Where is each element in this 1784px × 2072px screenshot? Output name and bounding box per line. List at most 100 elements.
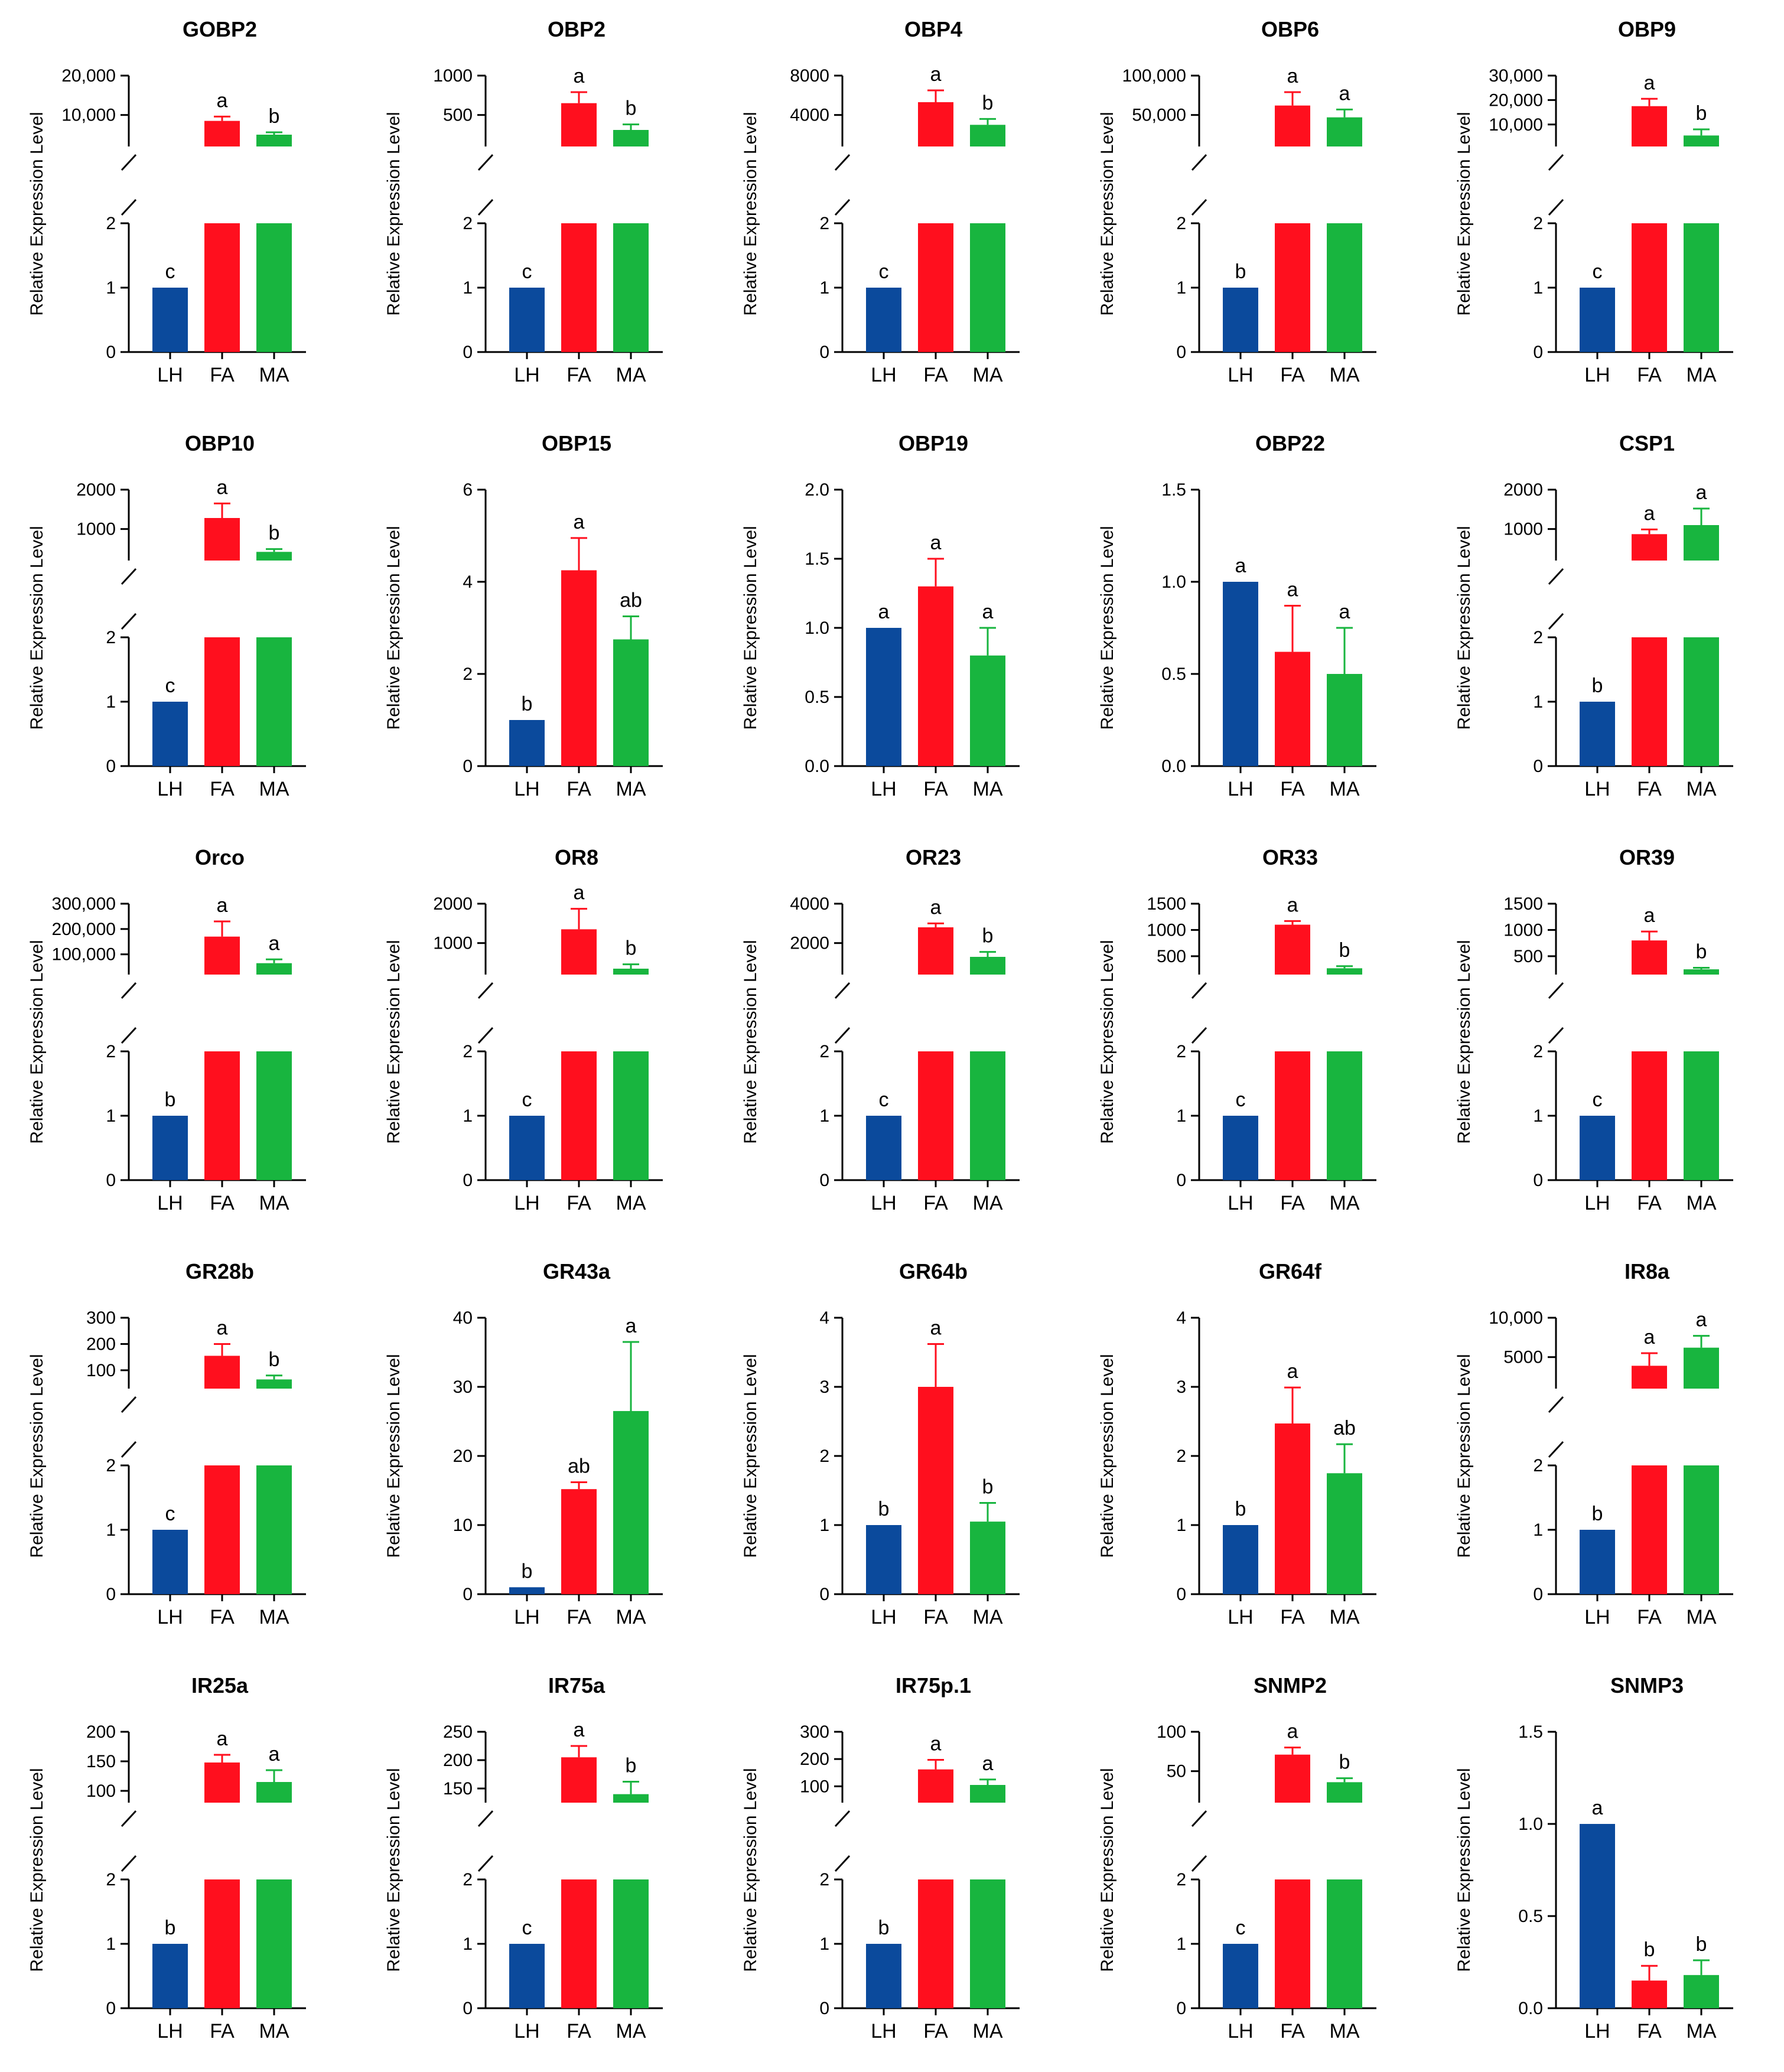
bar-upper-segment (561, 103, 597, 146)
x-tick-label: LH (1228, 364, 1253, 386)
x-tick-label: MA (1330, 364, 1360, 386)
significance-letter: b (1696, 1933, 1707, 1956)
y-tick-label: 100 (1157, 1722, 1186, 1742)
significance-letter: b (626, 1754, 637, 1777)
x-tick-label: FA (567, 2020, 591, 2042)
bar-fa: a (561, 511, 597, 766)
axis-break-mark (1191, 154, 1207, 171)
significance-letter: b (1235, 260, 1246, 283)
bar-upper-segment (1684, 135, 1719, 146)
x-tick-label: FA (210, 1192, 235, 1214)
chart-svg: CSP1 Relative Expression Level 0 1 2 1000 2000… (1454, 431, 1733, 800)
significance-letter: c (1593, 260, 1603, 283)
significance-letter: b (1696, 940, 1707, 963)
y-tick-label: 0 (1176, 1585, 1186, 1604)
bar-lh: c (866, 260, 901, 352)
bar-lower-segment (613, 1051, 649, 1180)
axis-break-mark (1191, 1027, 1207, 1044)
significance-letter: b (982, 1476, 994, 1498)
significance-letter: b (878, 1498, 890, 1520)
significance-letter: c (165, 260, 175, 283)
bar-upper-segment (1632, 106, 1667, 146)
chart-panel-obp15: OBP15 Relative Expression Level 0 2 4 6 b LH a FA… (357, 414, 714, 828)
bar (1580, 1116, 1615, 1180)
axis-break-mark (121, 1396, 137, 1413)
bar-ma: a (1684, 1309, 1719, 1594)
axis-break-mark (834, 982, 851, 999)
y-tick-label: 100,000 (1122, 66, 1186, 86)
significance-letter: a (878, 601, 890, 623)
significance-letter: c (879, 1089, 889, 1111)
x-tick-label: LH (514, 2020, 539, 2042)
chart-svg: OBP4 Relative Expression Level 0 1 2 4000 8000… (741, 17, 1020, 386)
bar-lower-segment (970, 223, 1005, 352)
y-axis-label: Relative Expression Level (1454, 112, 1474, 315)
chart-svg: SNMP3 Relative Expression Level 0.0 0.5 1.0 1… (1454, 1673, 1733, 2042)
x-tick-label: MA (616, 778, 646, 800)
chart-panel-obp2: OBP2 Relative Expression Level 0 1 2 500 1000 c… (357, 0, 714, 414)
y-tick-label: 1.0 (1161, 572, 1186, 592)
bar (1223, 1944, 1258, 2008)
y-tick-label: 1 (106, 1520, 116, 1540)
chart-title: OBP4 (904, 17, 962, 41)
bar-lh: a (866, 601, 901, 766)
y-axis: 0 1 2 10,000 20,000 (61, 66, 137, 362)
y-axis: 0 1 2 500 1000 (433, 66, 494, 362)
chart-title: GR43a (543, 1259, 611, 1283)
y-tick-label: 30,000 (1489, 66, 1543, 86)
x-tick-label: MA (973, 2020, 1003, 2042)
chart-panel-ir75a: IR75a Relative Expression Level 0 1 2 150 200 2… (357, 1656, 714, 2070)
y-axis: 0 1 2 100,000 200,000 300,000 (52, 894, 137, 1190)
bar-lower-segment (918, 1051, 953, 1180)
axis-break-mark (1548, 1027, 1564, 1044)
bar (152, 1530, 188, 1594)
y-tick-label: 2 (1533, 214, 1543, 233)
bar-lh: b (1223, 1498, 1258, 1594)
bar-lower-segment (1632, 223, 1667, 352)
y-axis-label: Relative Expression Level (1098, 1768, 1117, 1972)
chart-panel-obp4: OBP4 Relative Expression Level 0 1 2 4000 8000… (714, 0, 1070, 414)
bar-ma: b (1684, 102, 1719, 352)
bar-upper-segment (561, 1757, 597, 1803)
bar-fa: a (1275, 1721, 1310, 2008)
y-axis: 0 1 2 50,000 100,000 (1122, 66, 1207, 362)
bar-fa: a (204, 476, 240, 766)
significance-letter: b (626, 937, 637, 960)
y-tick-label: 4000 (790, 894, 829, 914)
chart-panel-or23: OR23 Relative Expression Level 0 1 2 2000 4000… (714, 828, 1070, 1242)
y-axis-label: Relative Expression Level (1098, 526, 1117, 729)
bar-ma: b (613, 1754, 649, 2008)
x-tick-label: FA (1280, 364, 1305, 386)
significance-letter: a (1287, 894, 1298, 916)
y-tick-label: 4 (1176, 1308, 1186, 1328)
bar-lower-segment (561, 1051, 597, 1180)
y-tick-label: 2 (819, 1870, 829, 1889)
y-axis-label: Relative Expression Level (1454, 940, 1474, 1143)
y-tick-label: 250 (443, 1722, 473, 1742)
significance-letter: a (1235, 555, 1246, 577)
significance-letter: a (1644, 904, 1655, 927)
bar-ma: b (613, 97, 649, 352)
y-tick-label: 2 (1176, 214, 1186, 233)
y-tick-label: 2.0 (805, 480, 829, 500)
bar (561, 1489, 597, 1594)
bar (613, 1410, 649, 1594)
y-tick-label: 300,000 (52, 894, 116, 914)
x-tick-label: LH (514, 1606, 539, 1628)
bar-ma: b (970, 92, 1005, 352)
x-tick-label: LH (157, 1606, 183, 1628)
axis-break-mark (121, 613, 137, 630)
bar-upper-segment (1684, 525, 1719, 561)
bar-fa: a (918, 532, 953, 766)
y-tick-label: 0 (819, 1585, 829, 1604)
significance-letter: a (1287, 1360, 1298, 1383)
y-tick-label: 2 (1176, 1042, 1186, 1061)
bar (1580, 288, 1615, 352)
bar-lh: b (152, 1089, 188, 1180)
y-tick-label: 1.5 (1161, 480, 1186, 500)
bar-lh: b (1580, 1503, 1615, 1594)
y-tick-label: 1000 (1503, 920, 1543, 940)
significance-letter: b (982, 925, 994, 947)
bar-lh: a (1223, 555, 1258, 766)
